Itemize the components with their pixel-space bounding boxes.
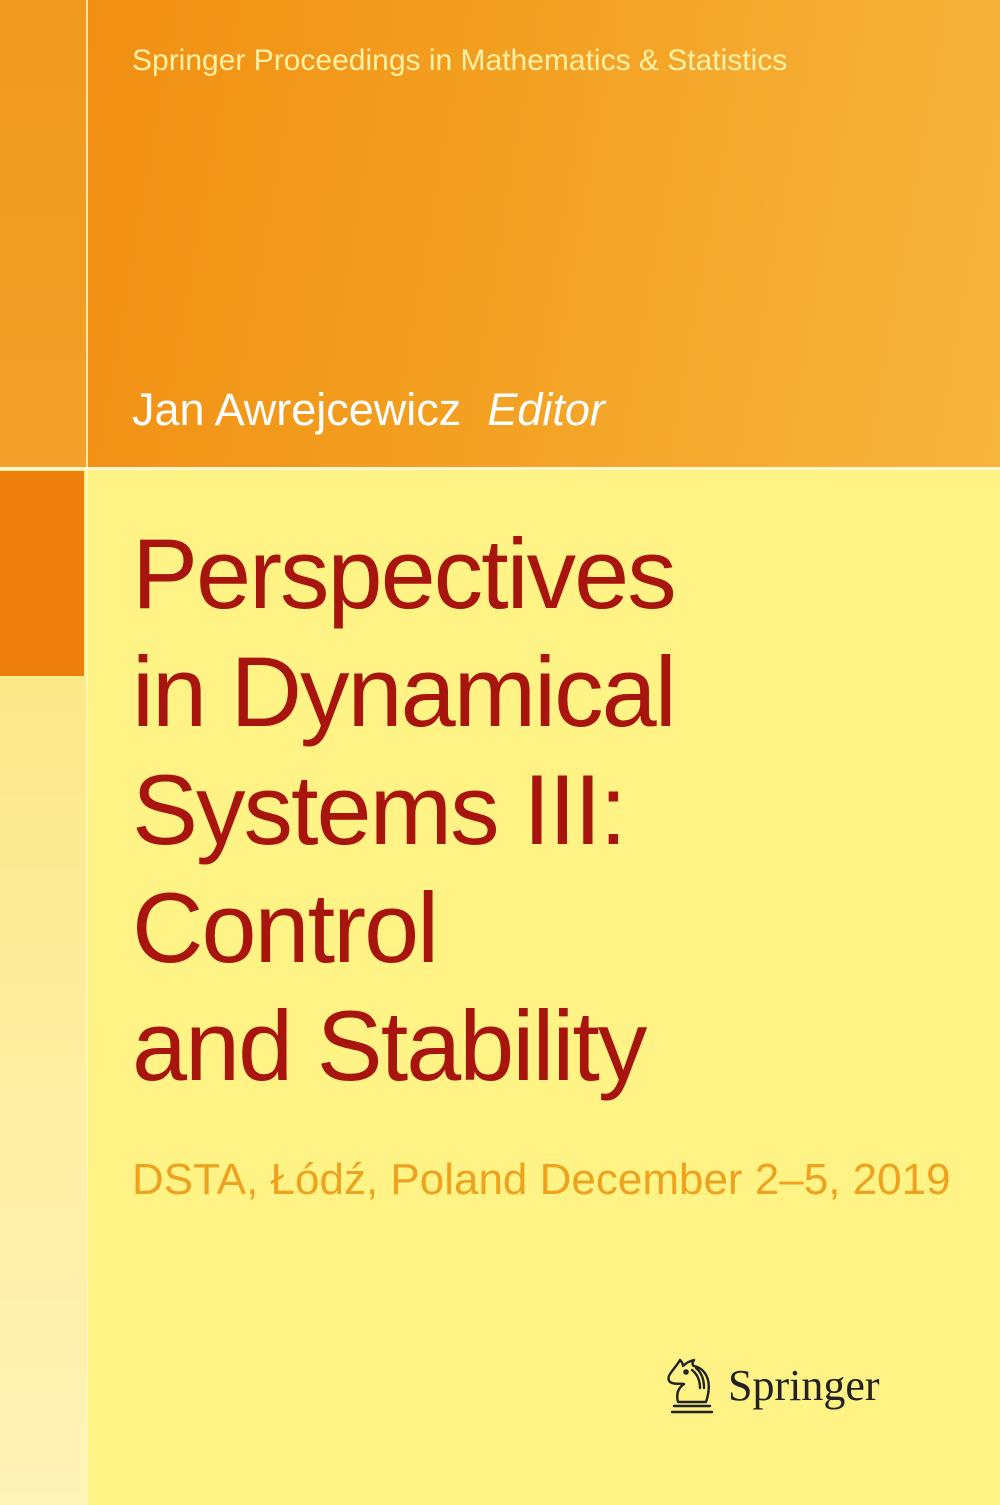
title-line: and Stability (132, 990, 647, 1101)
title-line: Systems III: (132, 754, 627, 865)
book-title: Perspectives in Dynamical Systems III: C… (132, 515, 677, 1105)
series-title: Springer Proceedings in Mathematics & St… (132, 44, 788, 77)
publisher-name: Springer (728, 1360, 880, 1410)
accent-block (0, 471, 84, 676)
conference-subtitle: DSTA, Łódź, Poland December 2–5, 2019 (132, 1155, 951, 1204)
publisher-logo: Springer (664, 1352, 880, 1418)
left-strip (0, 678, 86, 1505)
horizontal-divider (0, 467, 1000, 470)
vertical-divider (86, 0, 88, 1505)
editor-role: Editor (487, 384, 605, 435)
editor-name: Jan Awrejcewicz (132, 384, 462, 435)
title-line: Control (132, 872, 439, 983)
top-left-strip (0, 0, 86, 467)
knight-chess-piece-icon (667, 1358, 714, 1414)
title-line: in Dynamical (132, 636, 677, 747)
top-color-band (0, 0, 1000, 467)
title-line: Perspectives (132, 518, 677, 629)
editor-line: Jan Awrejcewicz Editor (132, 384, 605, 436)
